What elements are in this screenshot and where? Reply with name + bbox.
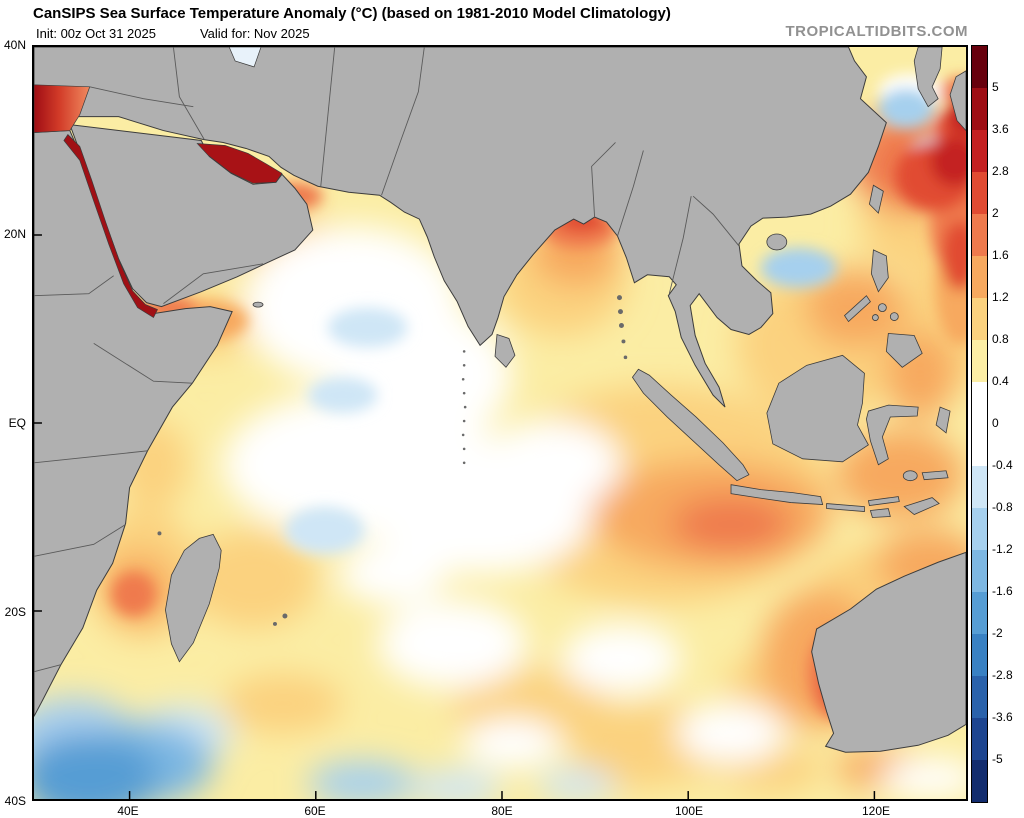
colorbar-tick-label: 1.2	[992, 290, 1009, 304]
colorbar-segment	[972, 676, 987, 718]
sea-caspian	[228, 47, 262, 68]
island-kyushu	[949, 70, 966, 132]
colorbar-segment	[972, 760, 987, 802]
landmasses	[34, 47, 966, 753]
colorbar-segment	[972, 298, 987, 340]
anomaly-field-large	[34, 111, 966, 799]
colorbar-tick-label: 5	[992, 80, 999, 94]
colorbar	[971, 45, 988, 803]
colorbar-segment	[972, 508, 987, 550]
island-mindanao	[885, 333, 923, 368]
island-visayas	[877, 303, 887, 312]
lat-tick-label: 20N	[3, 227, 26, 241]
colorbar-tick-label: -0.4	[992, 458, 1013, 472]
colorbar-tick-label: -2.8	[992, 668, 1013, 682]
island-visayas	[889, 312, 899, 321]
island-timor	[903, 497, 940, 515]
lat-tick-label: 40N	[3, 38, 26, 52]
colorbar-segment	[972, 88, 987, 130]
colorbar-segment	[972, 382, 987, 424]
lat-tick-label: 40S	[4, 794, 26, 808]
island-visayas	[872, 314, 879, 321]
island-borneo	[766, 354, 869, 463]
map-svg	[34, 47, 966, 799]
colorbar-tick-label: -1.2	[992, 542, 1013, 556]
colorbar-tick-label: 3.6	[992, 122, 1009, 136]
sea-mediterranean	[34, 84, 91, 133]
colorbar-segment	[972, 172, 987, 214]
island-halmahera	[935, 406, 951, 434]
colorbar-tick-label: 0.4	[992, 374, 1009, 388]
colorbar-tick-label: 2	[992, 206, 999, 220]
island-luzon	[871, 249, 889, 293]
colorbar-segment	[972, 214, 987, 256]
island-palawan	[843, 295, 871, 323]
colorbar-tick-label: -0.8	[992, 500, 1013, 514]
island-seram	[921, 470, 949, 481]
site-watermark: TROPICALTIDBITS.COM	[785, 23, 968, 40]
page-title: CanSIPS Sea Surface Temperature Anomaly …	[33, 5, 671, 22]
peninsula-korea	[913, 47, 943, 108]
island-madagascar	[165, 533, 222, 663]
island-sulawesi	[866, 404, 919, 466]
colorbar-segment	[972, 550, 987, 592]
colorbar-tick-label: 0	[992, 416, 999, 430]
landmass-eurasia	[34, 47, 887, 408]
island-chain-andaman-nicobar	[616, 295, 628, 360]
island-sri-lanka	[494, 333, 516, 368]
island-buru	[902, 470, 918, 482]
island-bali-lombok-chain	[826, 503, 865, 512]
lon-tick-label: 120E	[861, 804, 891, 818]
colorbar-ticks: 5 3.6 2.8 2 1.6 1.2 0.8 0.4 0 -0.4 -0.8 -1.2 -1.6 -2 -…	[992, 45, 1024, 801]
colorbar-segment	[972, 466, 987, 508]
colorbar-tick-label: -5	[992, 752, 1003, 766]
island-reunion	[272, 621, 277, 626]
lat-tick-label: 20S	[4, 605, 26, 619]
map-canvas	[32, 45, 968, 801]
colorbar-segment	[972, 424, 987, 466]
axis-ticks	[34, 234, 876, 799]
island-java	[730, 484, 824, 505]
island-socotra	[252, 301, 264, 308]
lat-tick-label: EQ	[8, 416, 26, 430]
island-sumba	[869, 508, 891, 518]
lon-tick-label: 100E	[674, 804, 704, 818]
sea-red-sea	[63, 133, 158, 319]
colorbar-segment	[972, 46, 987, 88]
init-time: Init: 00z Oct 31 2025	[36, 26, 156, 41]
lon-tick-label: 60E	[304, 804, 326, 818]
island-taiwan	[868, 184, 884, 214]
landmass-australia	[811, 551, 966, 753]
colorbar-tick-label: -1.6	[992, 584, 1013, 598]
colorbar-segment	[972, 718, 987, 760]
island-mauritius	[282, 613, 288, 619]
colorbar-tick-label: 0.8	[992, 332, 1009, 346]
lon-axis: 40E 60E 80E 100E 120E	[32, 804, 968, 818]
island-comoros	[157, 531, 162, 536]
sea-persian-gulf	[196, 143, 283, 184]
marginal-seas	[34, 47, 283, 319]
run-info: Init: 00z Oct 31 2025 Valid for: Nov 2025	[36, 26, 310, 41]
lat-axis: 40N 20N EQ 20S 40S	[0, 38, 28, 808]
colorbar-tick-label: -3.6	[992, 710, 1013, 724]
lon-tick-label: 40E	[117, 804, 139, 818]
colorbar-segment	[972, 634, 987, 676]
colorbar-segment	[972, 592, 987, 634]
valid-time: Valid for: Nov 2025	[199, 26, 310, 41]
lon-tick-label: 80E	[491, 804, 513, 818]
island-flores	[867, 496, 900, 507]
island-sumatra	[631, 368, 750, 482]
colorbar-tick-label: 1.6	[992, 248, 1009, 262]
colorbar-segment	[972, 340, 987, 382]
island-hainan	[766, 233, 788, 251]
country-borders	[34, 47, 740, 673]
colorbar-segment	[972, 256, 987, 298]
colorbar-tick-label: -2	[992, 626, 1003, 640]
island-chain-maldives	[461, 350, 467, 465]
colorbar-segment	[972, 130, 987, 172]
colorbar-tick-label: 2.8	[992, 164, 1009, 178]
